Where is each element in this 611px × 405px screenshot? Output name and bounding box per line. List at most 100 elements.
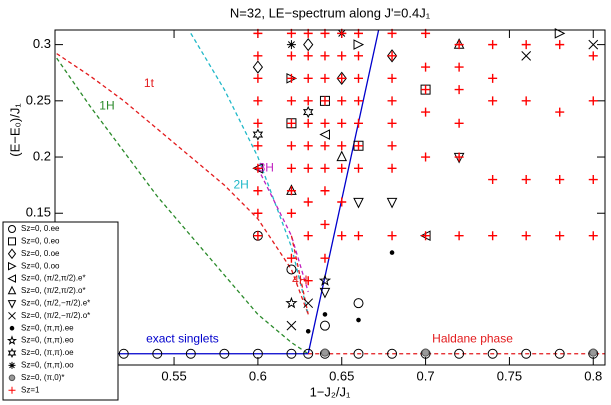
legend-label: Sz=0, 0.oo — [21, 261, 60, 270]
marker — [521, 40, 531, 50]
curve — [55, 29, 380, 355]
marker — [8, 261, 17, 271]
marker — [8, 361, 16, 369]
marker — [253, 118, 263, 128]
marker — [354, 73, 364, 83]
marker — [286, 348, 297, 359]
marker — [286, 51, 296, 61]
marker — [320, 96, 330, 106]
marker — [387, 96, 397, 106]
marker — [487, 348, 498, 359]
marker — [354, 96, 364, 106]
marker — [336, 150, 348, 162]
marker — [286, 73, 296, 83]
marker — [353, 348, 364, 359]
marker — [185, 348, 196, 359]
marker — [337, 163, 347, 173]
y-tick-label: 0.2 — [33, 148, 51, 163]
marker — [320, 163, 330, 173]
marker — [319, 287, 331, 299]
marker — [421, 152, 431, 162]
marker — [353, 39, 365, 50]
marker — [589, 348, 598, 357]
marker — [521, 96, 531, 106]
marker — [7, 348, 17, 358]
marker — [303, 37, 314, 52]
marker — [303, 141, 313, 151]
marker — [337, 96, 347, 106]
marker — [303, 197, 313, 207]
marker — [318, 274, 332, 286]
marker — [337, 141, 347, 151]
marker — [588, 96, 598, 106]
marker — [337, 73, 347, 83]
marker — [6, 335, 18, 345]
marker — [386, 197, 398, 209]
marker — [354, 141, 364, 151]
marker — [303, 276, 313, 286]
marker — [253, 208, 263, 218]
marker — [303, 51, 313, 61]
marker — [488, 40, 498, 50]
marker — [454, 152, 464, 162]
legend-label: Sz=0, 0.ee — [21, 224, 60, 233]
marker — [387, 118, 397, 128]
marker — [285, 296, 298, 309]
marker — [337, 118, 347, 128]
legend-label: Sz=0, (π/2,π/2).o* — [21, 286, 86, 295]
marker — [286, 163, 296, 173]
marker — [353, 140, 364, 151]
marker — [554, 348, 565, 359]
marker — [8, 374, 16, 382]
marker — [286, 96, 296, 106]
marker — [319, 320, 330, 331]
marker — [7, 300, 17, 309]
marker — [421, 348, 430, 357]
marker — [286, 141, 296, 151]
marker — [320, 186, 330, 196]
marker — [488, 73, 498, 83]
legend-label: Sz=0, 0.oe — [21, 249, 60, 258]
marker — [319, 129, 330, 140]
legend: Sz=0, 0.ee Sz=0, 0.eo Sz=0, 0.oe Sz=0, 0.oo… — [2, 221, 119, 401]
x-tick-label: 0.7 — [417, 368, 435, 383]
marker — [152, 348, 163, 359]
marker — [303, 348, 314, 359]
marker — [303, 96, 313, 106]
marker — [286, 208, 296, 218]
marker — [305, 328, 311, 334]
legend-label: Sz=0, 0.eo — [21, 237, 60, 246]
marker — [588, 51, 598, 61]
marker — [353, 298, 364, 309]
marker — [322, 312, 328, 317]
legend-box — [2, 221, 119, 401]
annotation: Haldane phase — [432, 331, 513, 345]
marker — [320, 51, 330, 61]
marker — [521, 175, 531, 185]
legend-label: Sz=0, (π,π).oe — [21, 348, 74, 357]
marker — [454, 118, 464, 128]
marker — [387, 231, 397, 241]
y-tick-label: 0.25 — [26, 92, 51, 107]
marker — [488, 96, 498, 106]
marker — [252, 128, 264, 141]
legend-label: Sz=0, (π,π).oo — [21, 361, 74, 370]
marker — [8, 386, 16, 394]
marker — [286, 118, 297, 129]
marker — [588, 39, 599, 50]
marker — [521, 231, 531, 241]
marker — [320, 253, 330, 263]
x-tick-label: 0.55 — [161, 368, 186, 383]
marker — [303, 298, 314, 309]
marker — [320, 348, 330, 357]
marker — [454, 40, 464, 50]
marker — [8, 237, 16, 246]
marker — [253, 186, 263, 196]
marker — [252, 60, 264, 74]
x-tick-label: 0.75 — [497, 368, 522, 383]
marker — [319, 95, 330, 106]
marker — [253, 231, 263, 241]
marker — [8, 225, 16, 233]
marker — [8, 311, 16, 320]
